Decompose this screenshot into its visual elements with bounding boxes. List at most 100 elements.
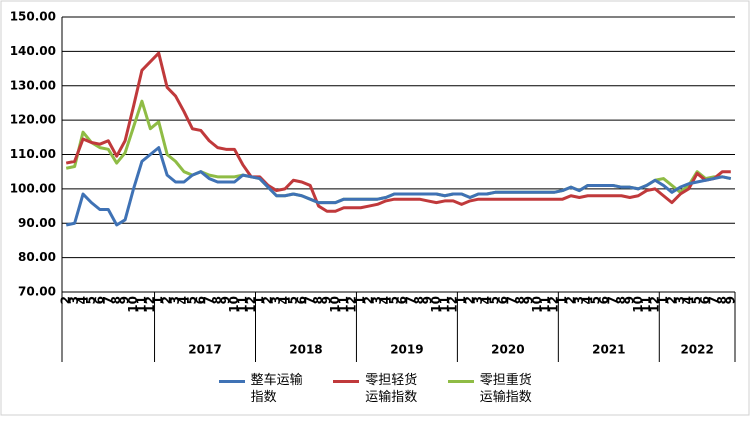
x-tick-label: 8: [715, 296, 729, 304]
x-tick-label: 4: [176, 296, 190, 304]
x-tick-label: 8: [412, 296, 426, 304]
x-tick-label: 6: [395, 296, 409, 304]
x-tick-label: 5: [690, 296, 704, 304]
x-tick-label: 2: [160, 296, 174, 304]
y-tick-label: 90.00: [18, 216, 56, 230]
legend-item: 整车运输指数: [218, 372, 306, 406]
x-tick-label: 7: [706, 296, 720, 304]
x-tick-label: 5: [589, 296, 603, 304]
x-tick-label: 2: [59, 296, 73, 304]
x-tick-label: 3: [572, 296, 586, 304]
y-tick-label: 150.00: [10, 10, 56, 24]
x-tick-label: 7: [404, 296, 418, 304]
y-tick-label: 70.00: [18, 285, 56, 299]
group-label: 2021: [592, 343, 625, 357]
x-tick-label: 3: [168, 296, 182, 304]
x-tick-label: 12: [446, 296, 460, 313]
legend-label: 零担轻货运输指数: [365, 373, 418, 405]
x-tick-label: 11: [134, 296, 148, 313]
x-tick-label: 6: [92, 296, 106, 304]
x-tick-label: 5: [286, 296, 300, 304]
x-tick-label: 12: [648, 296, 662, 313]
x-tick-label: 12: [143, 296, 157, 313]
x-tick-label: 5: [387, 296, 401, 304]
y-tick-label: 100.00: [10, 181, 56, 195]
x-tick-label: 9: [723, 296, 737, 304]
x-tick-label: 9: [219, 296, 233, 304]
group-label: 2019: [390, 343, 423, 357]
x-tick-label: 7: [202, 296, 216, 304]
y-tick-label: 110.00: [10, 147, 56, 161]
x-tick-label: 10: [530, 296, 544, 313]
x-tick-label: 10: [429, 296, 443, 313]
x-tick-label: 6: [193, 296, 207, 304]
legend-label: 整车运输指数: [250, 373, 303, 405]
series-line: [65, 51, 731, 213]
x-tick-label: 5: [488, 296, 502, 304]
series-line: [65, 146, 732, 227]
x-tick-label: 6: [496, 296, 510, 304]
x-tick-label: 3: [67, 296, 81, 304]
x-tick-label: 7: [606, 296, 620, 304]
x-tick-label: 11: [437, 296, 451, 313]
group-label: 2022: [680, 343, 713, 357]
x-tick-label: 2: [261, 296, 275, 304]
x-tick-label: 2: [664, 296, 678, 304]
x-tick-label: 11: [235, 296, 249, 313]
legend-swatch: [333, 380, 360, 383]
x-tick-label: 1: [555, 296, 569, 304]
x-tick-label: 3: [269, 296, 283, 304]
x-tick-label: 10: [631, 296, 645, 313]
x-tick-label: 11: [336, 296, 350, 313]
y-tick-label: 120.00: [10, 113, 56, 127]
legend-item: 零担轻货运输指数: [333, 372, 420, 406]
x-tick-label: 1: [656, 296, 670, 304]
x-tick-label: 12: [244, 296, 258, 313]
group-label: 2017: [188, 343, 221, 357]
x-tick-label: 12: [547, 296, 561, 313]
legend-item: 零担重货运输指数: [447, 372, 535, 406]
x-tick-label: 9: [118, 296, 132, 304]
x-tick-label: 11: [538, 296, 552, 313]
x-tick-label: 11: [639, 296, 653, 313]
x-tick-label: 8: [210, 296, 224, 304]
legend: 整车运输指数 零担轻货运输指数 零担重货运输指数: [0, 372, 753, 406]
group-label: 2018: [289, 343, 322, 357]
x-tick-label: 4: [681, 296, 695, 304]
x-tick-label: 8: [311, 296, 325, 304]
x-tick-label: 10: [227, 296, 241, 313]
x-tick-label: 10: [126, 296, 140, 313]
x-tick-label: 3: [471, 296, 485, 304]
x-tick-label: 6: [597, 296, 611, 304]
y-tick-label: 80.00: [18, 250, 56, 264]
x-tick-label: 3: [673, 296, 687, 304]
x-tick-label: 4: [580, 296, 594, 304]
x-tick-label: 1: [454, 296, 468, 304]
x-tick-label: 1: [151, 296, 165, 304]
x-tick-label: 4: [277, 296, 291, 304]
x-tick-label: 9: [521, 296, 535, 304]
y-tick-label: 130.00: [10, 78, 56, 92]
x-tick-label: 5: [185, 296, 199, 304]
x-tick-label: 2: [362, 296, 376, 304]
x-tick-label: 5: [84, 296, 98, 304]
x-tick-label: 2: [563, 296, 577, 304]
x-tick-label: 9: [622, 296, 636, 304]
x-tick-label: 6: [294, 296, 308, 304]
x-tick-label: 3: [370, 296, 384, 304]
legend-swatch: [218, 380, 245, 383]
x-tick-label: 7: [303, 296, 317, 304]
x-tick-label: 4: [479, 296, 493, 304]
x-tick-label: 4: [378, 296, 392, 304]
x-tick-label: 8: [614, 296, 628, 304]
x-tick-label: 1: [353, 296, 367, 304]
legend-label: 零担重货运输指数: [479, 373, 532, 405]
x-tick-label: 7: [505, 296, 519, 304]
group-label: 2020: [491, 343, 524, 357]
x-tick-label: 9: [319, 296, 333, 304]
y-tick-label: 140.00: [10, 44, 56, 58]
x-tick-label: 6: [698, 296, 712, 304]
